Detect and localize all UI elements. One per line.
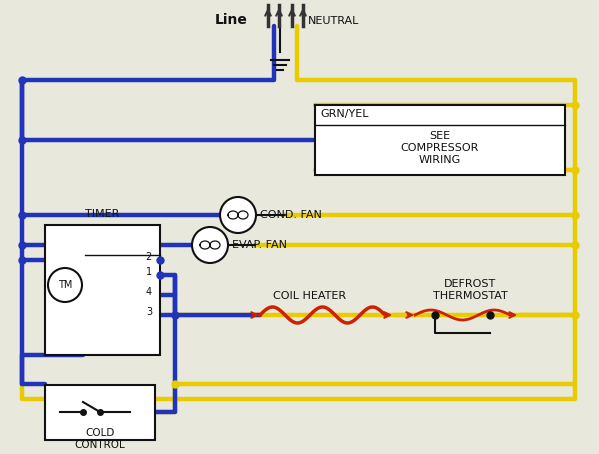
Circle shape [48,268,82,302]
Bar [45,225,160,355]
Text: TIMER: TIMER [85,209,120,219]
Text: 4: 4 [146,287,152,297]
Text: SEE
COMPRESSOR
WIRING: SEE COMPRESSOR WIRING [401,131,479,165]
Text: Line: Line [215,13,248,27]
Text: GRN/YEL: GRN/YEL [320,109,368,119]
Text: 1: 1 [146,267,152,277]
Text: COIL HEATER: COIL HEATER [273,291,347,301]
Text: EVAP. FAN: EVAP. FAN [232,240,287,250]
Bar [315,105,565,175]
Circle shape [192,227,228,263]
Text: DEFROST
THERMOSTAT: DEFROST THERMOSTAT [432,279,507,301]
Text: COND. FAN: COND. FAN [260,210,322,220]
Text: NEUTRAL: NEUTRAL [308,16,359,26]
Text: TM: TM [58,280,72,290]
Text: 2: 2 [146,252,152,262]
Circle shape [220,197,256,233]
Text: COLD
CONTROL: COLD CONTROL [75,429,125,450]
Text: 3: 3 [146,307,152,317]
Bar [45,385,155,440]
